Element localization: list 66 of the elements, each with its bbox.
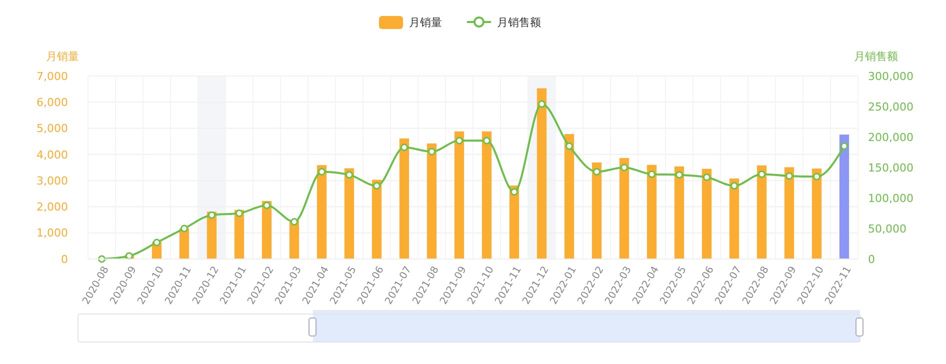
point	[510, 188, 518, 196]
point	[758, 170, 766, 178]
y2-tick-label: 200,000	[868, 130, 914, 144]
bar	[344, 168, 354, 259]
point	[813, 172, 820, 180]
y-tick-label: 2,000	[36, 200, 68, 214]
bar	[399, 138, 410, 259]
bar	[454, 131, 464, 259]
bar	[784, 167, 794, 259]
y-tick-label: 6,000	[36, 96, 68, 109]
point	[126, 252, 133, 260]
point	[566, 142, 573, 150]
point	[786, 172, 793, 180]
bar	[316, 165, 327, 259]
bar	[509, 186, 520, 259]
y-tick-label: 7,000	[36, 70, 68, 83]
point	[400, 144, 408, 152]
point	[318, 168, 326, 176]
bar	[812, 168, 822, 259]
y-tick-label: 5,000	[36, 122, 68, 136]
y2-tick-label: 0	[868, 252, 875, 266]
point	[290, 218, 298, 226]
bar	[756, 165, 767, 259]
y2-tick-label: 300,000	[868, 70, 914, 83]
point	[676, 171, 683, 179]
point	[730, 182, 738, 190]
y-tick-label: 0	[61, 252, 68, 266]
y2-tick-label: 150,000	[868, 161, 914, 174]
y-axis-title: 月销量	[46, 50, 79, 63]
legend-label: 月销量	[409, 16, 442, 29]
point	[703, 174, 710, 182]
point	[840, 142, 848, 150]
point	[456, 136, 463, 144]
point	[208, 211, 216, 219]
bar	[372, 180, 382, 259]
point	[648, 170, 656, 178]
bar	[702, 168, 712, 259]
point	[593, 168, 600, 176]
point	[180, 224, 188, 232]
bar	[482, 131, 492, 259]
y-tick-label: 1,000	[36, 226, 68, 240]
point	[483, 136, 490, 144]
point	[153, 238, 160, 246]
bar	[262, 200, 272, 259]
bar	[592, 162, 602, 259]
point	[263, 202, 270, 210]
point	[620, 164, 628, 172]
point	[236, 210, 243, 217]
y2-axis-title: 月销售额	[854, 50, 898, 63]
bar	[729, 178, 740, 259]
point	[538, 100, 546, 108]
point	[346, 171, 353, 179]
y2-tick-label: 250,000	[868, 100, 914, 114]
bar	[426, 143, 437, 259]
y2-tick-label: 50,000	[868, 222, 906, 236]
bar	[619, 158, 630, 259]
bar	[674, 166, 684, 259]
legend-label: 月销售额	[497, 16, 541, 29]
bar	[564, 134, 574, 259]
y-tick-label: 4,000	[36, 148, 68, 162]
y-tick-label: 3,000	[36, 174, 68, 188]
point	[373, 182, 380, 190]
bar	[646, 164, 657, 259]
y2-tick-label: 100,000	[868, 192, 914, 205]
point	[428, 148, 436, 156]
bar	[839, 134, 850, 259]
